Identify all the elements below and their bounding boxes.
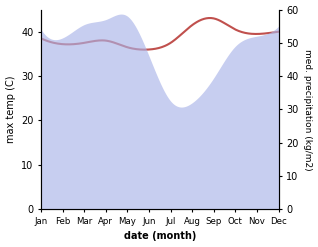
Y-axis label: max temp (C): max temp (C) [5, 76, 16, 143]
Y-axis label: med. precipitation (kg/m2): med. precipitation (kg/m2) [303, 49, 313, 170]
X-axis label: date (month): date (month) [124, 231, 196, 242]
